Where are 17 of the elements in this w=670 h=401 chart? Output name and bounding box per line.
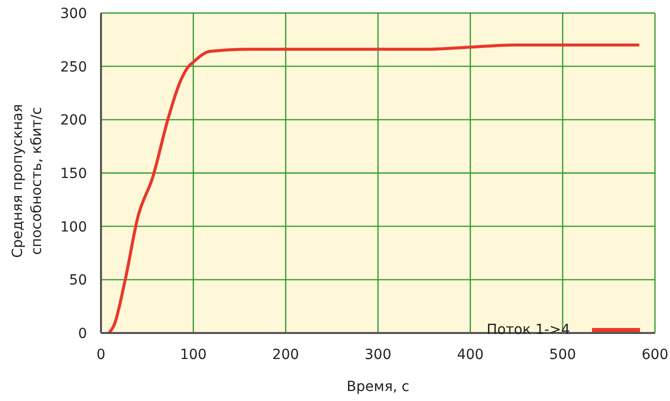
x-tick-label: 600 [642,346,668,363]
y-axis-title: Средняя пропускная способность, кбит/с [9,103,46,260]
line-series [107,44,641,333]
x-tick-label: 300 [364,346,392,363]
y-tick-label: 50 [69,272,87,289]
x-tick-label: 100 [180,346,207,363]
y-tick-label: 300 [60,6,87,22]
y-tick-label: 0 [78,326,87,342]
y-tick-label: 250 [60,59,87,76]
y-tick-label: 100 [60,219,87,236]
x-tick-label: 500 [549,346,576,363]
y-tick-label: 150 [60,166,87,182]
x-tick-label: 400 [456,346,484,363]
x-tick-label: 200 [272,346,300,363]
y-tick-label: 200 [60,112,87,129]
x-axis-title: Время, с [346,379,410,395]
x-tick-label: 0 [96,346,106,363]
